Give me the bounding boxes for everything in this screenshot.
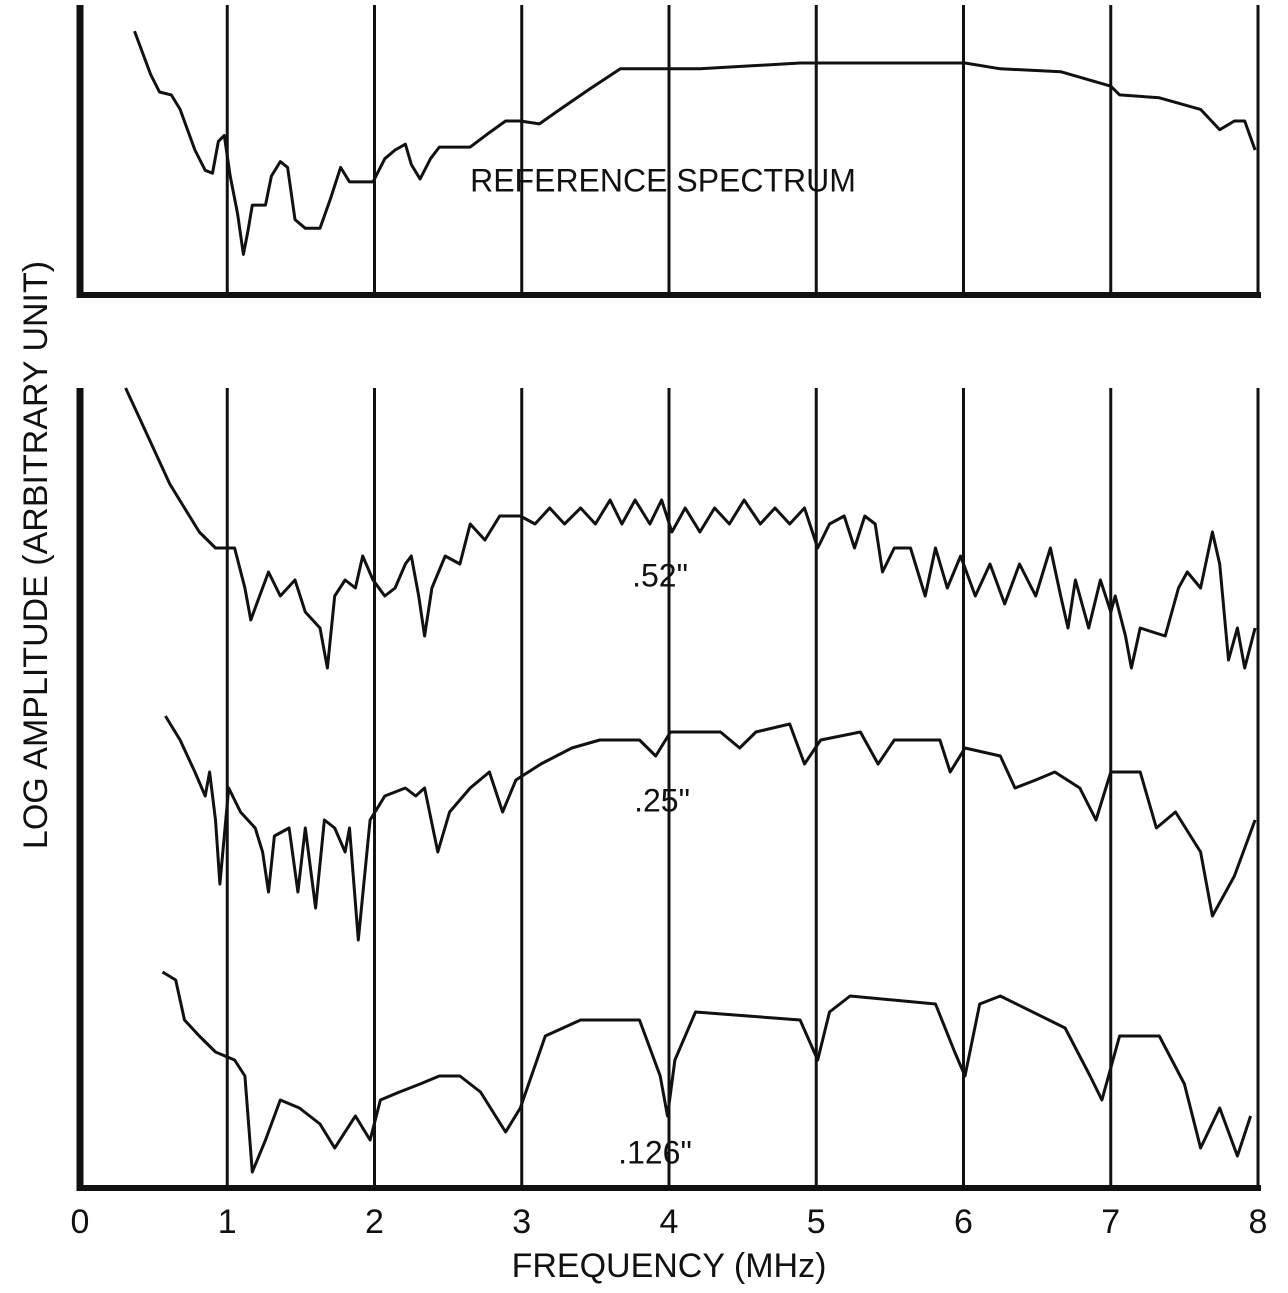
x-tick-label: 6 [954, 1203, 973, 1241]
x-tick-label: 3 [512, 1203, 531, 1241]
x-tick-label: 8 [1249, 1203, 1268, 1241]
x-tick-label: 0 [71, 1203, 90, 1241]
x-tick-label: 1 [218, 1203, 237, 1241]
y-axis-label: LOG AMPLITUDE (ARBITRARY UNIT) [17, 261, 55, 849]
series-label: REFERENCE SPECTRUM [470, 162, 856, 198]
spectrum-line [161, 970, 1253, 1174]
spectrum-line [164, 715, 1257, 942]
series-label: .52" [632, 557, 688, 593]
x-tick-label: 4 [660, 1203, 679, 1241]
spectrum-line [124, 387, 1257, 670]
x-tick-label: 5 [807, 1203, 826, 1241]
series-label: .25" [634, 782, 690, 818]
x-tick-label: 2 [365, 1203, 384, 1241]
x-axis-label: FREQUENCY (MHz) [512, 1247, 827, 1285]
spectrum-line [133, 30, 1257, 256]
series-label: .126" [618, 1134, 692, 1170]
x-tick-label: 7 [1101, 1203, 1120, 1241]
